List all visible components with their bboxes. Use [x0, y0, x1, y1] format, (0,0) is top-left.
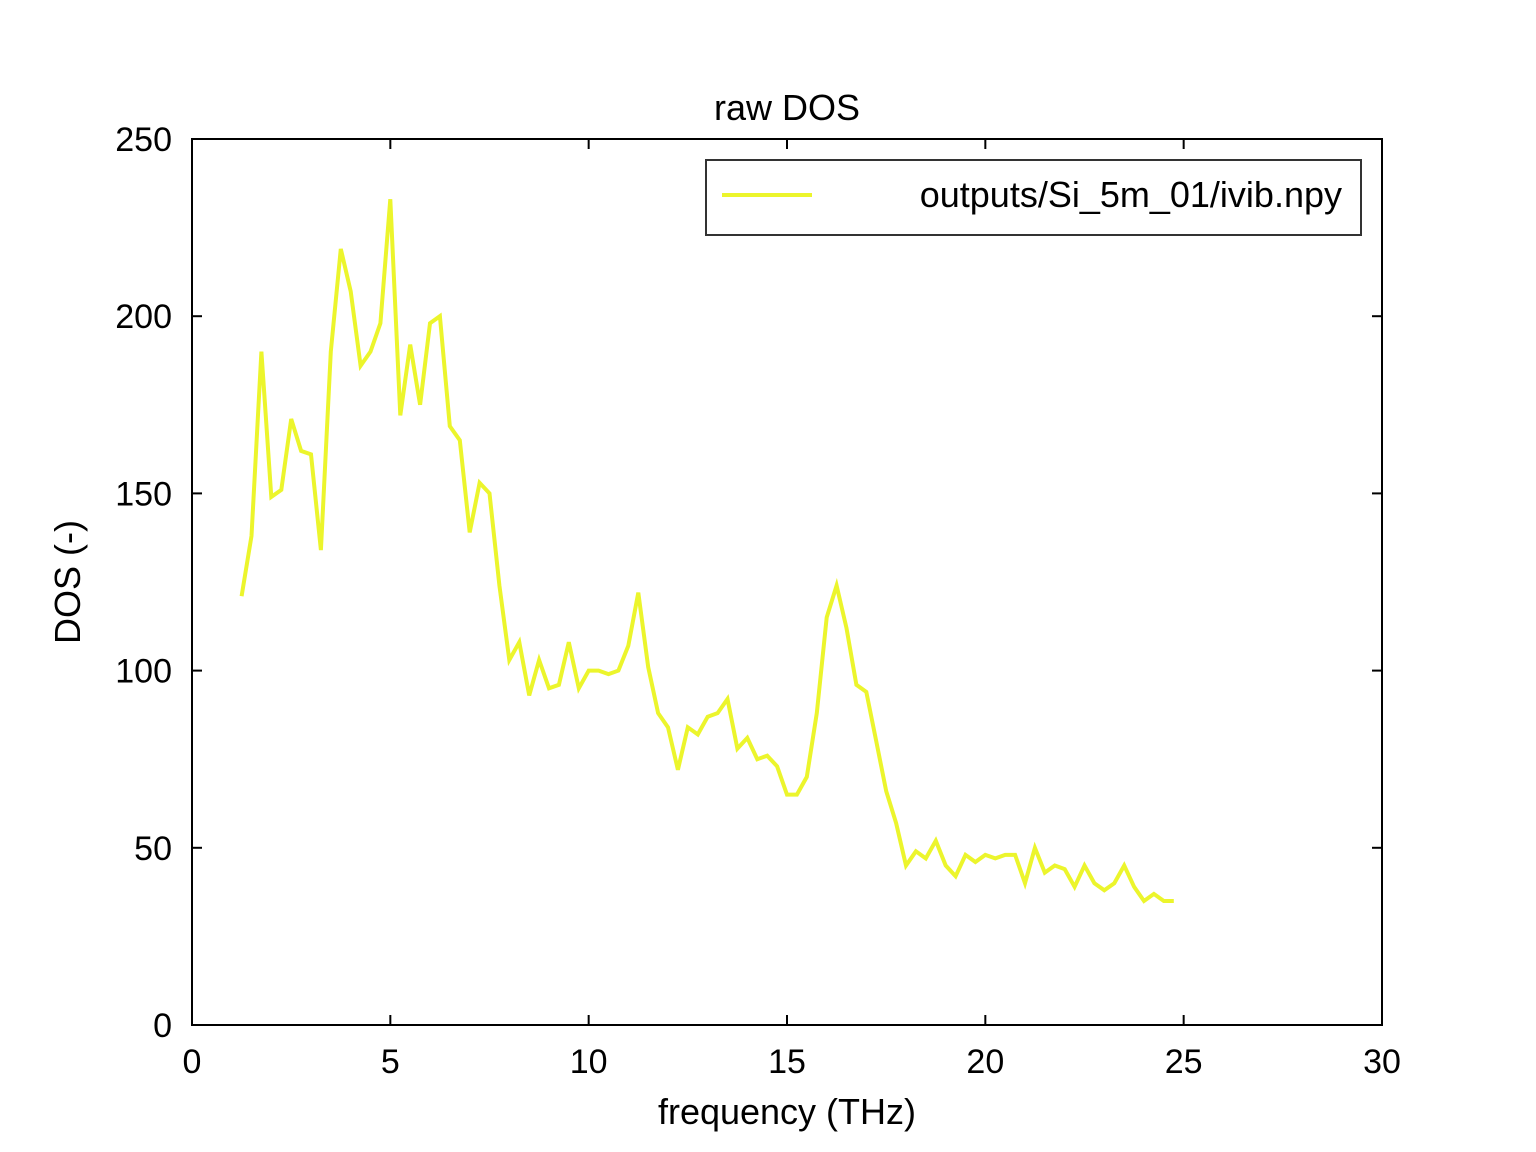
x-tick-label: 15: [768, 1043, 806, 1081]
y-axis-ticks: 0 50 100 150 200 250: [115, 121, 1382, 1045]
x-tick-label: 25: [1165, 1043, 1203, 1081]
y-tick-label: 250: [115, 121, 172, 159]
y-tick-label: 200: [115, 298, 172, 336]
legend-box: [705, 159, 1362, 236]
x-tick-label: 5: [381, 1043, 400, 1081]
chart-title: raw DOS: [714, 87, 860, 128]
y-axis-label: DOS (-): [47, 520, 88, 644]
y-tick-label: 150: [115, 475, 172, 513]
legend-entry-label: outputs/Si_5m_01/ivib.npy: [920, 174, 1342, 215]
plot-frame: [191, 138, 1383, 1026]
x-tick-label: 10: [570, 1043, 608, 1081]
y-tick-label: 100: [115, 653, 172, 691]
series-line: [239, 199, 1174, 904]
x-tick-label: 30: [1363, 1043, 1401, 1081]
x-tick-label: 0: [183, 1043, 202, 1081]
y-tick-label: 0: [153, 1007, 172, 1045]
legend: outputs/Si_5m_01/ivib.npy: [705, 159, 1362, 236]
y-tick-label: 50: [134, 830, 172, 868]
x-axis-ticks: 0 5 10 15 20 25 30: [183, 139, 1401, 1081]
x-tick-label: 20: [966, 1043, 1004, 1081]
x-axis-label: frequency (THz): [658, 1091, 916, 1132]
